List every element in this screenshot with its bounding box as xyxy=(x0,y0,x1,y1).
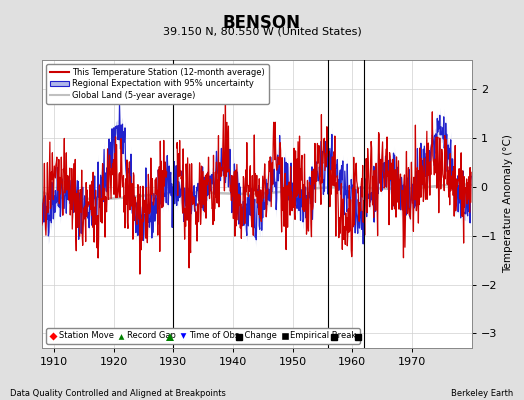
Text: BENSON: BENSON xyxy=(223,14,301,32)
Text: 39.150 N, 80.550 W (United States): 39.150 N, 80.550 W (United States) xyxy=(162,26,362,36)
Legend: Station Move, Record Gap, Time of Obs. Change, Empirical Break: Station Move, Record Gap, Time of Obs. C… xyxy=(46,328,360,344)
Y-axis label: Temperature Anomaly (°C): Temperature Anomaly (°C) xyxy=(503,134,512,274)
Text: Berkeley Earth: Berkeley Earth xyxy=(451,389,514,398)
Text: Data Quality Controlled and Aligned at Breakpoints: Data Quality Controlled and Aligned at B… xyxy=(10,389,226,398)
